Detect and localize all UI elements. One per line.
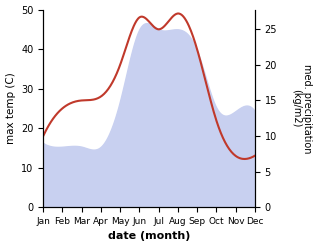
Y-axis label: max temp (C): max temp (C) — [5, 72, 16, 144]
Y-axis label: med. precipitation
(kg/m2): med. precipitation (kg/m2) — [291, 64, 313, 153]
X-axis label: date (month): date (month) — [108, 231, 190, 242]
